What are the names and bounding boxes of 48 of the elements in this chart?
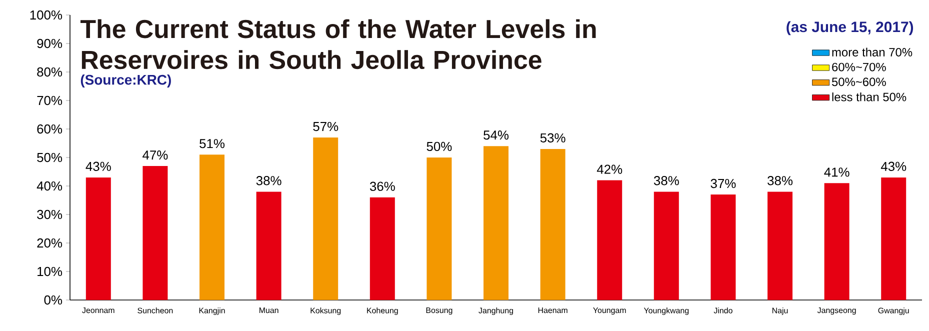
y-tick-label: 90% xyxy=(37,38,62,48)
bar xyxy=(881,177,906,300)
bar xyxy=(313,138,338,300)
bar xyxy=(768,192,793,300)
data-label: 38% xyxy=(654,176,679,186)
data-label: 41% xyxy=(824,168,850,177)
data-label: 53% xyxy=(540,133,566,142)
bar xyxy=(142,166,168,300)
bar xyxy=(426,157,452,300)
data-label: 38% xyxy=(768,176,793,186)
bar xyxy=(200,154,224,300)
legend-label: 60%~70% xyxy=(832,62,886,72)
bar xyxy=(654,192,679,300)
bar xyxy=(597,180,622,300)
bar xyxy=(824,183,850,300)
y-tick-label: 20% xyxy=(37,238,62,248)
data-label: 37% xyxy=(710,178,736,188)
bar xyxy=(370,197,395,300)
y-tick-label: 80% xyxy=(37,67,62,77)
data-label: 42% xyxy=(596,164,622,174)
y-tick-label: 60% xyxy=(37,124,62,134)
y-tick-label: 100% xyxy=(30,10,62,20)
y-tick-label: 30% xyxy=(37,210,62,220)
data-label: 51% xyxy=(200,139,225,148)
y-tick-label: 10% xyxy=(38,266,62,276)
text: (Source:KRC) xyxy=(80,74,171,88)
y-tick-label: 0% xyxy=(44,295,62,305)
bar xyxy=(484,146,509,300)
data-label: 43% xyxy=(880,162,906,171)
bar xyxy=(256,192,282,300)
text: The Current Status of the Water Levels in Reservoires in South Jeolla Province xyxy=(80,19,596,70)
y-tick-label: 40% xyxy=(36,181,62,191)
data-label: 38% xyxy=(256,176,282,186)
data-label: 47% xyxy=(142,150,168,160)
data-label: 50% xyxy=(426,142,452,152)
data-label: 57% xyxy=(313,122,338,132)
y-tick-label: 50% xyxy=(37,152,62,162)
data-label: 43% xyxy=(86,162,111,171)
data-label: 54% xyxy=(484,130,509,140)
bar xyxy=(86,177,111,300)
y-tick-label: 70% xyxy=(37,96,62,106)
annotation: (as June 15, 2017) xyxy=(786,21,914,36)
legend-label: more than 70% xyxy=(832,48,912,56)
data-label: 36% xyxy=(370,182,395,191)
bar xyxy=(710,194,736,300)
legend-label: 50%~60% xyxy=(832,78,886,86)
legend-label: less than 50% xyxy=(832,92,906,102)
bar xyxy=(540,148,566,300)
